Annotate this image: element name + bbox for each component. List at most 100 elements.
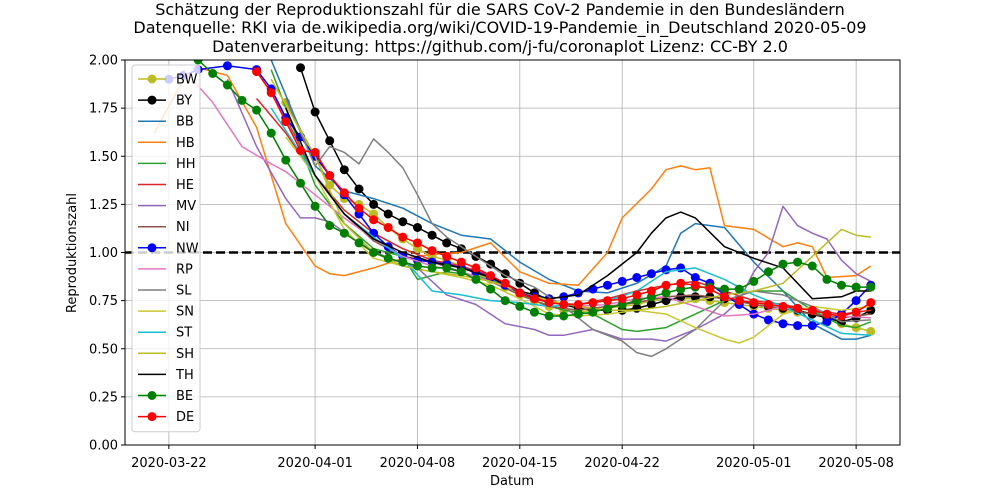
data-point-nw	[763, 315, 773, 325]
data-point-de	[690, 280, 700, 290]
data-point-be	[296, 178, 305, 188]
data-point-be	[734, 284, 744, 294]
legend-marker-de	[147, 412, 157, 422]
chart-title-line-1: Schätzung der Reproduktionszahl für die …	[155, 0, 845, 19]
legend-label-ni: NI	[176, 220, 190, 235]
data-point-be	[383, 253, 393, 263]
data-point-de	[500, 278, 510, 288]
x-tick-label: 2020-04-15	[482, 456, 558, 471]
data-point-de	[807, 305, 817, 315]
data-point-by	[398, 217, 408, 227]
data-point-de	[354, 203, 364, 213]
data-point-nw	[793, 321, 803, 331]
legend-label-de: DE	[176, 410, 194, 425]
data-point-be	[866, 282, 876, 292]
legend-label-sl: SL	[176, 284, 192, 299]
data-point-nw	[603, 280, 612, 290]
series-sl	[285, 98, 871, 358]
data-point-be	[515, 301, 525, 311]
data-point-by	[325, 136, 335, 146]
data-point-be	[837, 280, 846, 290]
data-point-de	[734, 296, 744, 306]
legend-item-ni: NI	[138, 220, 190, 235]
data-point-be	[222, 80, 232, 90]
data-point-de	[281, 117, 291, 127]
y-tick-label: 2.00	[89, 54, 118, 69]
data-point-de	[486, 271, 496, 281]
series-bb	[270, 60, 871, 340]
x-tick-label: 2020-04-22	[584, 456, 660, 471]
x-tick-label: 2020-05-08	[818, 456, 894, 471]
data-point-de	[442, 251, 452, 261]
series-line-he	[256, 98, 871, 315]
series-line-bb	[270, 60, 871, 340]
data-point-de	[559, 300, 569, 309]
legend-item-sh: SH	[138, 347, 194, 362]
data-point-bw	[325, 180, 335, 190]
data-point-be	[208, 69, 218, 78]
series-line-st	[270, 107, 871, 337]
data-point-de	[544, 298, 554, 308]
data-point-be	[266, 128, 276, 138]
series-th	[285, 107, 871, 300]
series-line-bw	[285, 102, 871, 333]
x-tick-label: 2020-05-01	[716, 456, 792, 471]
legend-label-rp: RP	[176, 262, 193, 277]
data-point-by	[369, 199, 379, 209]
legend-label-st: ST	[176, 326, 192, 341]
data-point-be	[456, 267, 466, 277]
data-point-de	[851, 307, 861, 317]
data-point-de	[310, 147, 320, 157]
legend-item-mv: MV	[138, 199, 196, 214]
data-point-be	[661, 288, 671, 298]
data-point-de	[720, 292, 729, 302]
data-point-by	[646, 300, 656, 309]
data-point-de	[617, 294, 627, 304]
data-point-de	[573, 300, 583, 309]
data-point-de	[383, 223, 393, 232]
x-tick-label: 2020-04-08	[380, 456, 456, 471]
legend-item-be: BE	[138, 389, 193, 404]
series-line-sl	[285, 98, 871, 358]
series-by	[296, 63, 876, 327]
data-point-nw	[807, 321, 817, 331]
legend-label-th: TH	[175, 368, 194, 383]
data-point-by	[383, 209, 393, 219]
data-point-be	[310, 201, 320, 211]
data-point-de	[456, 257, 466, 267]
data-point-be	[851, 282, 861, 292]
data-point-de	[646, 286, 656, 296]
data-point-nw	[851, 296, 861, 306]
data-point-be	[471, 274, 481, 284]
data-point-de	[252, 67, 262, 77]
y-tick-label: 1.00	[89, 246, 118, 261]
series-lines	[153, 60, 876, 358]
legend-item-by: BY	[138, 94, 192, 109]
y-tick-label: 1.75	[89, 102, 118, 117]
legend-label-nw: NW	[176, 241, 199, 256]
data-point-de	[793, 303, 803, 313]
data-point-de	[413, 238, 422, 248]
series-line-th	[285, 107, 871, 300]
data-point-by	[456, 244, 466, 254]
data-point-nw	[617, 276, 627, 286]
data-point-by	[296, 63, 305, 73]
data-point-de	[529, 294, 539, 304]
legend-label-sh: SH	[176, 347, 194, 362]
legend-item-bw: BW	[138, 73, 197, 88]
data-point-nw	[690, 273, 700, 282]
data-point-nw	[676, 263, 686, 273]
y-tick-label: 0.50	[89, 342, 118, 357]
data-point-be	[500, 296, 510, 306]
data-point-nw	[661, 265, 671, 275]
legend: BW BY BB HB HH HE MV NI NW RP SL SN ST SH TH BE DE	[131, 64, 201, 433]
data-point-de	[398, 232, 408, 242]
data-point-de	[705, 284, 715, 294]
data-point-by	[354, 184, 364, 194]
data-point-nw	[646, 269, 656, 279]
data-point-de	[588, 298, 598, 308]
axis-ticks: 0.00 0.25 0.50 0.75 1.00 1.25 1.50 1.75 2.00 2020…	[89, 54, 894, 472]
y-tick-label: 1.50	[89, 150, 118, 165]
series-st	[270, 107, 871, 337]
x-tick-label: 2020-03-22	[131, 456, 207, 471]
